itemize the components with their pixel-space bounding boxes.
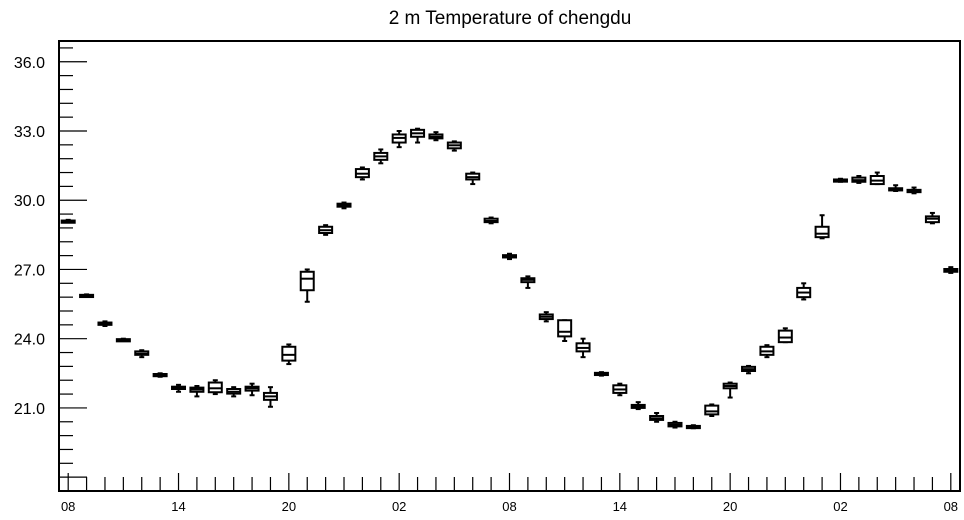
box-hour-3 (115, 337, 131, 343)
box-hour-4 (134, 349, 150, 359)
box-hour-21 (446, 140, 462, 152)
box-hour-38 (759, 344, 775, 359)
box-hour-29 (593, 371, 609, 377)
box-hour-36 (722, 381, 738, 399)
box-hour-8 (207, 379, 223, 396)
box-iqr (777, 329, 793, 344)
box-hour-48 (943, 266, 959, 274)
box-hour-27 (557, 319, 573, 342)
x-tick-label: 14 (613, 499, 627, 514)
chart-title: 2 m Temperature of chengdu (389, 8, 632, 29)
box-hour-9 (226, 386, 242, 398)
box-hour-23 (483, 216, 499, 225)
x-axis: 08 14 20 02 08 14 20 02 08 (61, 473, 958, 514)
y-tick-label: 33.0 (14, 124, 45, 141)
y-tick-label: 27.0 (14, 262, 45, 279)
x-tick-label: 14 (171, 499, 185, 514)
box-hour-0 (60, 218, 76, 224)
box-hour-32 (649, 412, 665, 423)
box-iqr (281, 345, 297, 362)
x-tick-label: 20 (282, 499, 296, 514)
x-tick-label: 08 (61, 499, 75, 514)
box-hour-17 (373, 148, 389, 165)
box-hour-30 (612, 382, 628, 397)
y-tick-label: 30.0 (14, 193, 45, 210)
box-hour-14 (318, 224, 334, 236)
box-hour-39 (777, 327, 793, 344)
box-hour-16 (354, 166, 370, 181)
box-hour-45 (888, 184, 904, 192)
x-tick-label: 08 (502, 499, 516, 514)
box-iqr (557, 319, 573, 338)
box-hour-28 (575, 337, 591, 359)
box-hour-1 (79, 293, 95, 299)
box-hour-43 (851, 175, 867, 184)
y-axis: 36.0 33.0 30.0 27.0 24.0 21.0 (14, 47, 87, 492)
y-tick-label: 21.0 (14, 401, 45, 418)
plot-frame (58, 40, 961, 492)
box-hour-13 (299, 268, 315, 303)
box-hour-40 (796, 282, 812, 301)
box-hour-7 (189, 385, 205, 398)
box-hour-37 (741, 364, 757, 375)
box-hour-19 (410, 127, 426, 144)
box-hour-35 (704, 403, 720, 417)
box-hour-11 (262, 386, 278, 408)
box-hour-5 (152, 372, 168, 378)
x-tick-label: 08 (944, 499, 958, 514)
box-hour-33 (667, 420, 683, 429)
box-hour-10 (244, 382, 260, 397)
box-hour-26 (538, 311, 554, 323)
box-hour-34 (685, 424, 701, 430)
box-iqr (704, 404, 720, 416)
box-hour-44 (869, 171, 885, 186)
box-hour-20 (428, 131, 444, 142)
box-hour-2 (97, 320, 113, 327)
box-hour-18 (391, 130, 407, 149)
x-tick-label: 20 (723, 499, 737, 514)
box-hour-31 (630, 401, 646, 411)
x-tick-label: 02 (833, 499, 847, 514)
y-tick-label: 24.0 (14, 332, 45, 349)
box-iqr (814, 225, 830, 239)
box-hour-12 (281, 343, 297, 366)
box-hour-42 (832, 177, 848, 183)
box-hour-41 (814, 214, 830, 240)
x-tick-label: 02 (392, 499, 406, 514)
box-hour-24 (502, 252, 517, 261)
y-tick-label: 36.0 (14, 55, 45, 72)
boxplot-series (60, 127, 959, 430)
box-iqr (299, 270, 315, 292)
box-hour-15 (336, 201, 352, 210)
box-hour-46 (906, 186, 922, 195)
box-hour-22 (465, 171, 481, 186)
box-hour-47 (924, 211, 940, 225)
box-hour-25 (520, 275, 536, 289)
box-hour-6 (171, 383, 187, 393)
